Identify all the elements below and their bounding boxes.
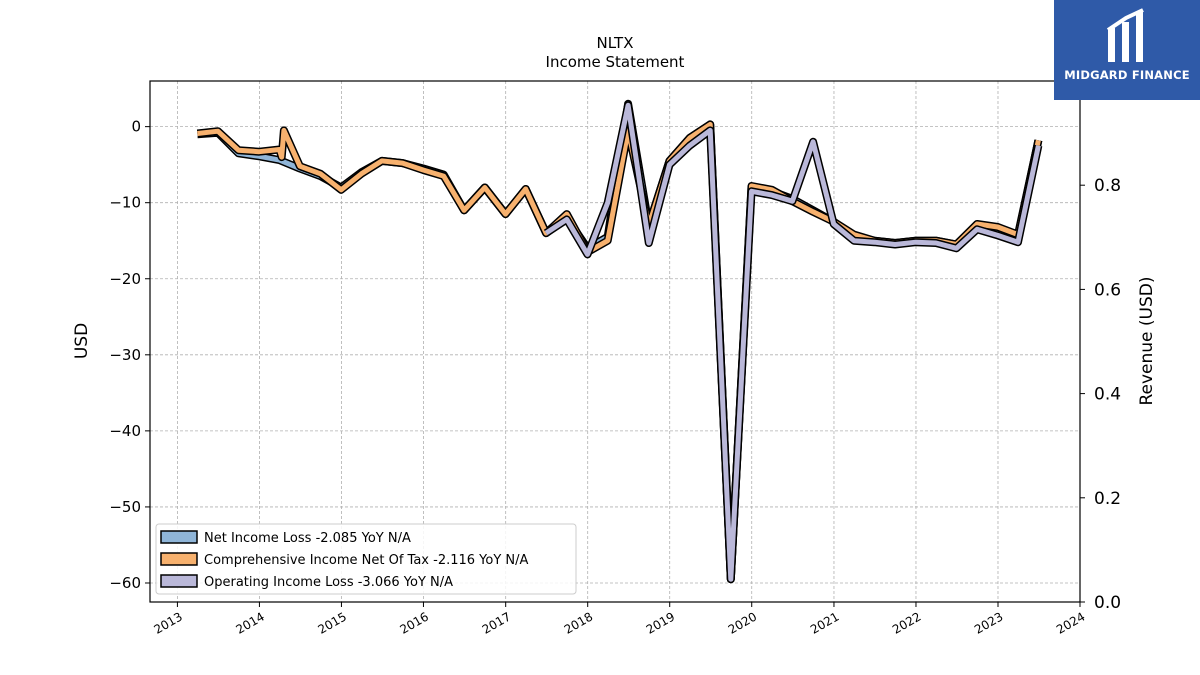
x-tick-label: 2014 (233, 609, 266, 636)
y-axis-right-label: Revenue (USD) (1137, 276, 1157, 405)
y-tick-label: 0 (131, 118, 141, 136)
x-tick-label: 2015 (315, 609, 348, 636)
y-axis-right: 0.0 0.2 0.4 0.6 0.8 (1080, 176, 1121, 613)
x-tick-label: 2019 (644, 609, 677, 636)
y-axis-label: USD (72, 323, 92, 359)
y-tick-label: −20 (109, 270, 141, 288)
legend-label: Net Income Loss -2.085 YoY N/A (204, 531, 411, 546)
series-line-3 (544, 102, 1041, 582)
x-tick-label: 2018 (562, 609, 595, 636)
series-line-2 (197, 121, 1041, 582)
legend: Net Income Loss -2.085 YoY N/A Comprehens… (155, 523, 577, 595)
x-tick-label: 2023 (972, 609, 1005, 636)
x-tick-label: 2022 (890, 609, 923, 636)
legend-swatch (160, 530, 198, 544)
y-tick-label: −10 (109, 194, 141, 212)
midgard-logo-icon (1106, 8, 1144, 62)
legend-frame (155, 523, 577, 595)
x-tick-label: 2017 (480, 609, 513, 636)
legend-swatch (160, 574, 198, 588)
y-tick-right-label: 0.6 (1094, 280, 1121, 300)
y-axis-left: 0 −10 −20 −30 −40 −50 −60 (109, 118, 150, 592)
y-tick-label: −50 (109, 498, 141, 516)
chart-subtitle: Income Statement (546, 53, 685, 71)
x-tick-label: 2016 (397, 609, 430, 636)
legend-label: Operating Income Loss -3.066 YoY N/A (204, 575, 453, 590)
x-tick-label: 2020 (726, 609, 759, 636)
brand-name: MIDGARD FINANCE (1064, 68, 1190, 82)
y-tick-right-label: 0.2 (1094, 489, 1121, 509)
y-tick-label: −40 (109, 422, 141, 440)
chart-title: NLTX (597, 34, 634, 52)
x-tick-label: 2013 (151, 609, 184, 636)
y-tick-right-label: 0.8 (1094, 176, 1121, 196)
y-tick-right-label: 0.4 (1094, 385, 1121, 405)
grid-lines (150, 81, 1081, 602)
legend-swatch (160, 552, 198, 566)
brand-logo: MIDGARD FINANCE (1054, 0, 1200, 100)
y-tick-label: −60 (109, 574, 141, 592)
series-layer (196, 99, 1043, 584)
x-axis: 2013 2014 2015 2016 2017 2018 2019 2020 2021 2022… (151, 602, 1088, 637)
plot-frame (149, 80, 1081, 603)
x-tick-label: 2024 (1054, 609, 1087, 636)
legend-label: Comprehensive Income Net Of Tax -2.116 Y… (204, 553, 529, 568)
x-tick-label: 2021 (808, 609, 841, 636)
y-tick-right-label: 0.0 (1094, 593, 1121, 613)
y-tick-label: −30 (109, 346, 141, 364)
